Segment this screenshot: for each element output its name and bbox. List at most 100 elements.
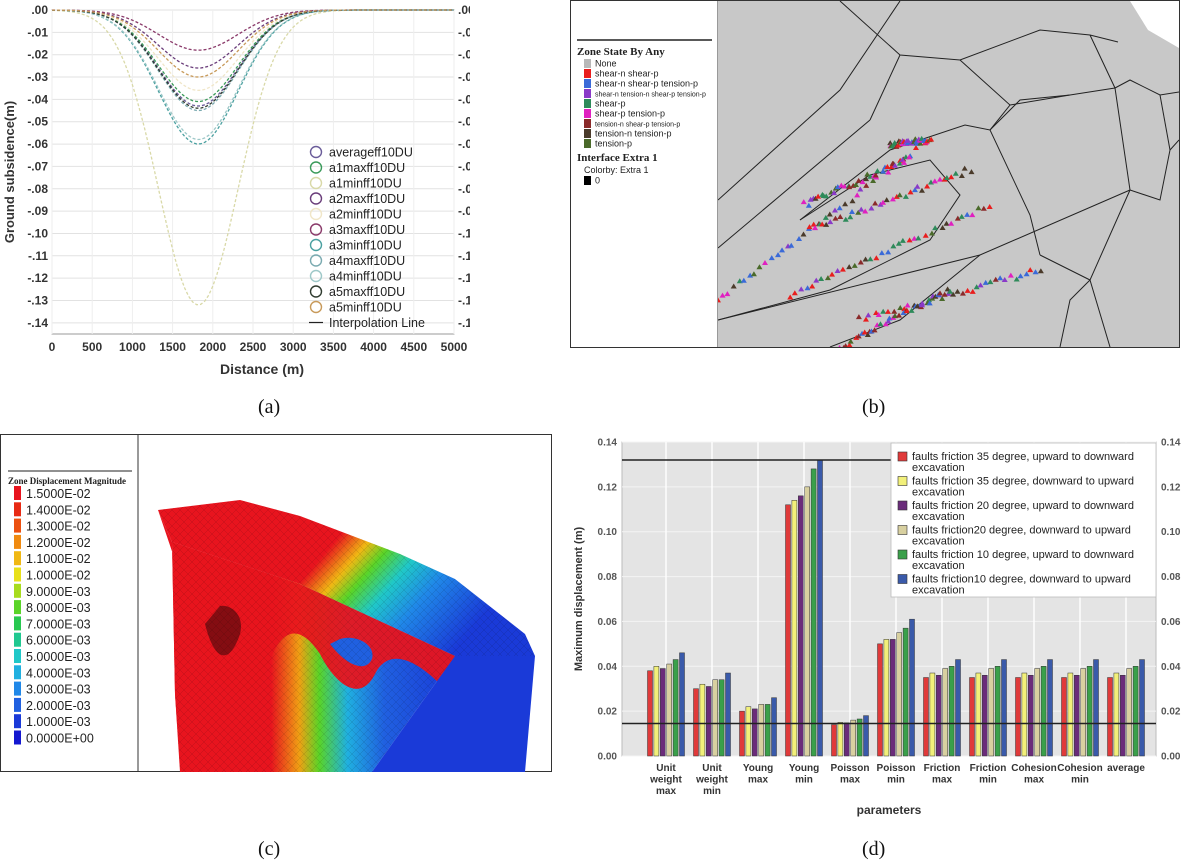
zone-state-marker [1017,273,1024,279]
zone-state-marker [941,291,948,297]
y-tick-a: -.10 [27,226,48,240]
x-tick-d: min [795,775,813,786]
y-tick-right-a: -.04 [458,92,470,106]
displacement-swatch [14,632,21,647]
x-axis-label-a: Distance (m) [220,361,304,377]
zone-state-marker [819,221,826,227]
zone-state-marker [928,230,935,236]
y-tick-d: 0.08 [598,572,618,583]
y-tick-right-a: -.05 [458,115,470,129]
bar [1139,659,1145,757]
y-tick-right-a: -.07 [458,159,470,173]
zone-label: tension-n tension-p [595,129,672,139]
zone-label: tension-p [595,139,632,149]
zone-swatch [584,129,591,138]
zone-state-marker [806,224,813,230]
zone-state-marker [885,249,892,255]
x-tick-d: max [656,786,676,797]
x-tick-a: 2500 [240,340,267,354]
zone-state-marker [977,282,984,288]
bar [982,675,988,757]
bar [969,677,975,757]
zone-state-marker [787,294,794,300]
legend-marker [309,300,323,314]
zone-label: tension-n shear-p tension-p [595,122,680,129]
caption-c: (c) [258,838,281,860]
zone-state-marker [904,140,911,146]
zone-state-marker [842,201,849,207]
bar [798,495,804,757]
zone-state-marker [931,178,938,184]
bar [890,639,896,757]
zone-state-marker [1023,271,1030,277]
bar [739,710,745,757]
zone-state-marker [815,193,822,199]
x-tick-d: min [1071,775,1089,786]
zone-state-marker [846,342,853,347]
zone-state-marker [854,192,861,198]
zone-state-marker [791,290,798,296]
x-tick-d: Cohesion [1057,763,1103,774]
interface-label: 0 [595,176,600,186]
y-tick-d: 0.02 [598,707,618,718]
zone-state-marker [1027,267,1034,273]
zone-state-marker [865,312,872,318]
y-tick-right-a: -.12 [458,271,470,285]
displacement-swatch [14,649,21,663]
zone-state-marker [905,137,912,143]
zone-state-marker [756,264,763,270]
zone-state-marker [919,302,926,308]
x-tick-a: 3000 [280,340,307,354]
x-tick-d: max [1024,775,1044,786]
series-line [52,9,454,69]
zone-state-marker [827,219,834,225]
zone-state-marker [804,285,811,291]
zone-state-marker [958,173,965,179]
displacement-swatch [14,534,21,549]
x-tick-d: min [979,775,997,786]
zone-label: shear-p [595,99,626,109]
zone-state-marker [950,291,957,297]
displacement-bar-chart: 0.00 0.00 0.02 0.02 0.04 0.04 0.06 0.06 0.08 0.08… [573,438,1181,818]
bar [994,666,1001,757]
zone-state-marker [862,208,869,214]
zone-state-marker [908,307,915,313]
x-tick-d: max [748,775,768,786]
zone-label: shear-n shear-p [595,69,659,79]
zone-state-marker [908,140,915,146]
bar [706,686,712,757]
zone-state-marker [902,193,909,199]
zone-state-marker [947,288,954,294]
zone-state-marker [896,312,903,318]
bar [647,670,653,757]
legend-swatch-d [897,525,908,535]
interface-title: Interface Extra 1 [577,152,658,164]
legend-label: a3minff10DU [329,239,402,253]
zone-state-marker [740,277,747,283]
zone-state-marker [862,316,869,322]
x-tick-d: Unit [656,763,676,774]
x-tick-d: weight [695,775,728,786]
y-tick-right-a: -.01 [458,25,470,39]
zone-state-marker [892,162,899,168]
zone-state-marker [847,214,854,220]
bar [831,724,837,757]
y-tick-right-a: -.13 [458,293,470,307]
zone-state-marker [823,193,830,199]
x-tick-a: 500 [82,340,102,354]
zone-state-marker [831,207,838,213]
x-tick-a: 1500 [159,340,186,354]
zone-state-marker [846,264,853,270]
y-tick-a: -.08 [27,182,48,196]
zone-state-marker [834,184,841,190]
zone-state-marker [871,327,878,333]
series-line [52,9,454,78]
series-line [51,9,454,109]
bar [1086,666,1093,757]
bar [837,722,844,757]
zone-swatch [584,139,591,148]
zone-state-marker [768,255,775,261]
displacement-label: 7.0000E-03 [26,617,91,631]
bar [804,486,810,757]
zone-state-marker [855,333,862,339]
